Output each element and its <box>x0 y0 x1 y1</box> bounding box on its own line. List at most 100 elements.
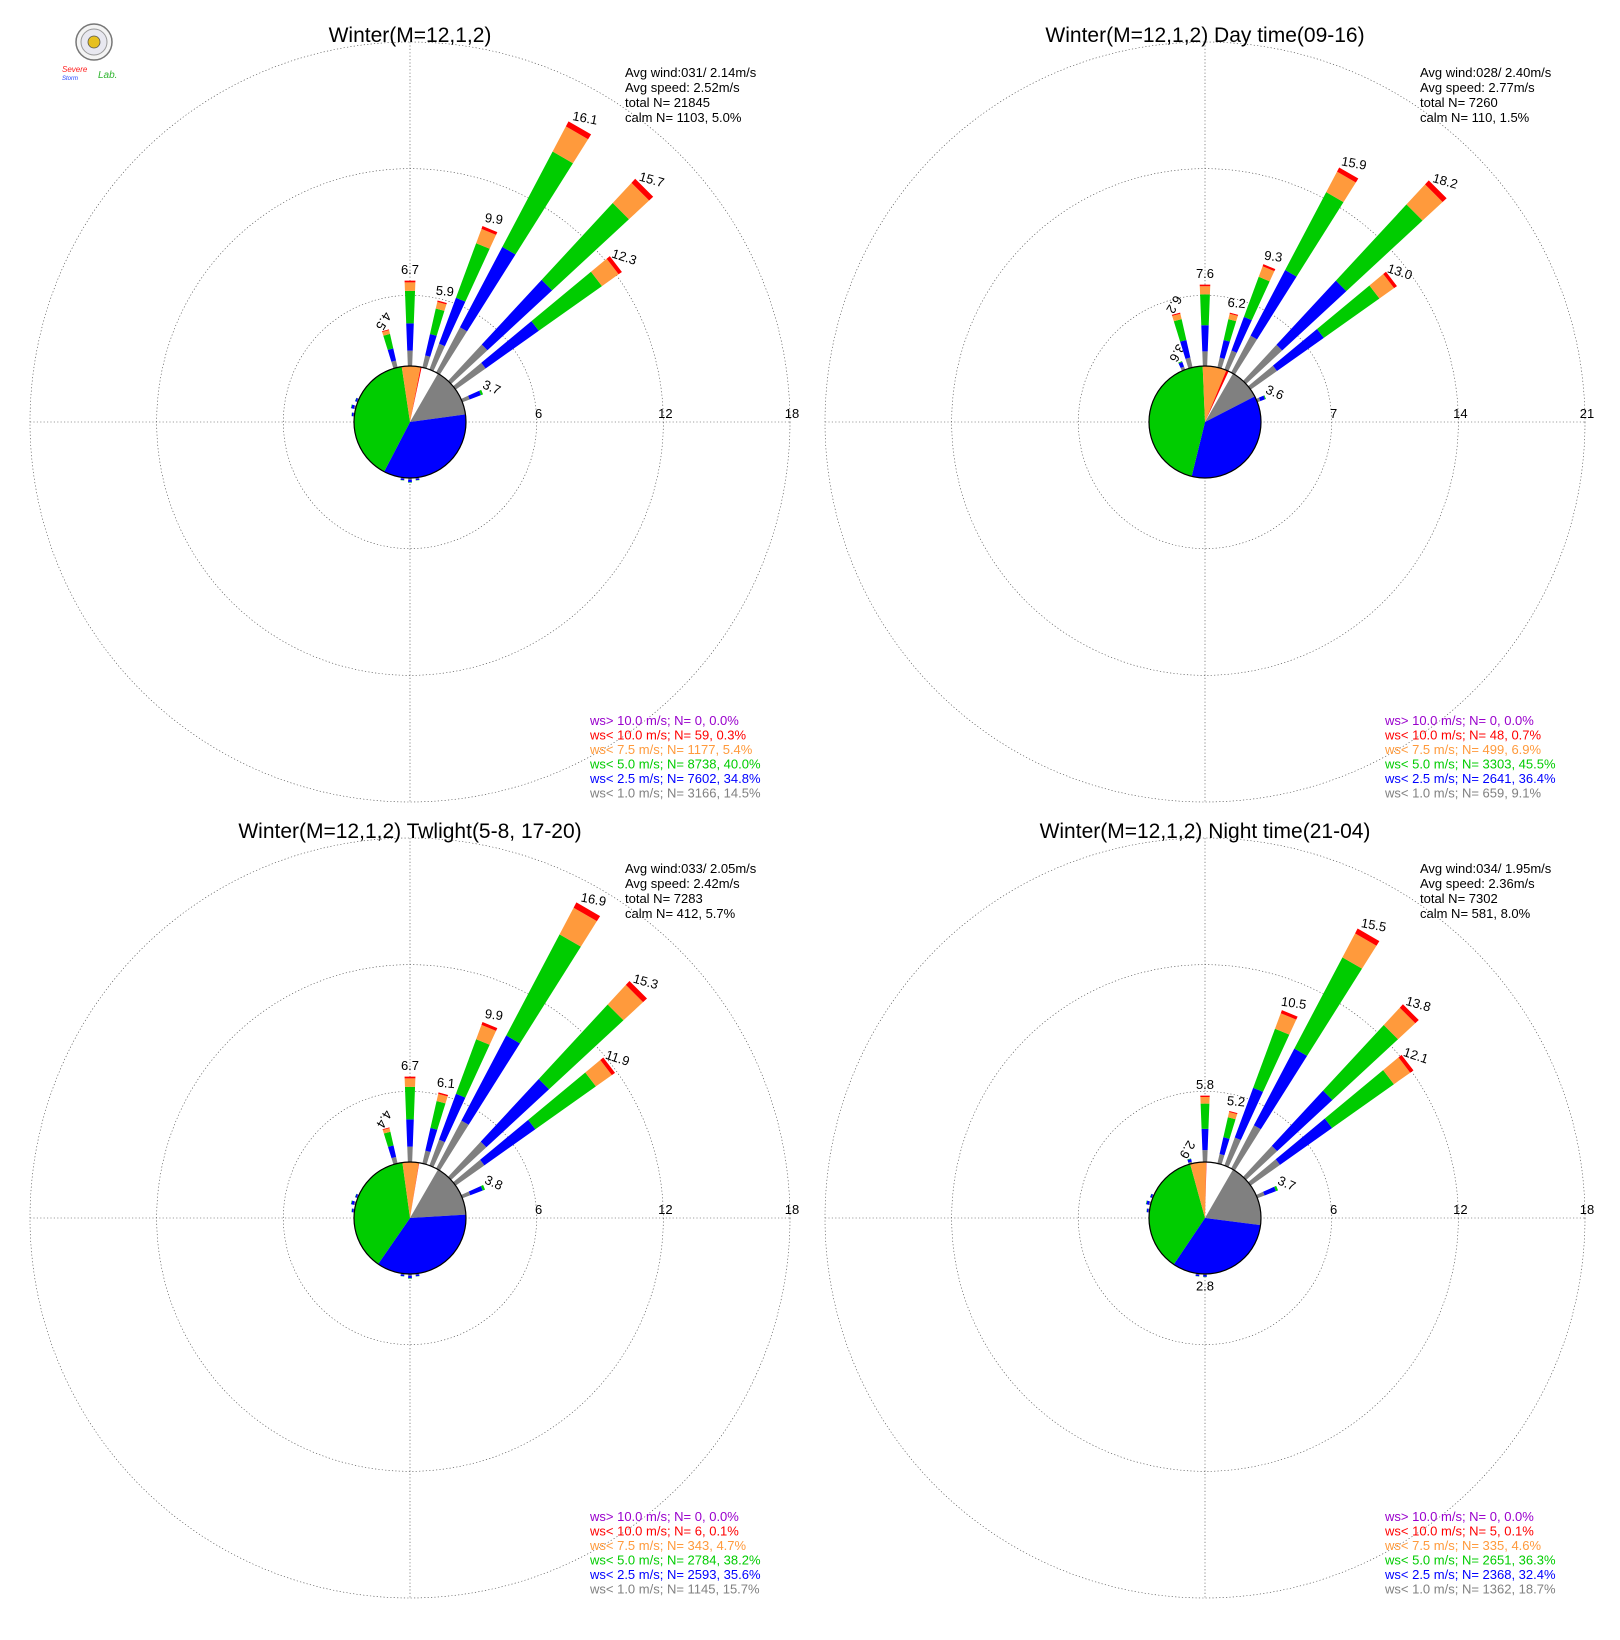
petal-label: 6.7 <box>401 1058 419 1073</box>
petal-segment <box>559 907 597 947</box>
petal-label: 16.9 <box>580 890 608 909</box>
legend-entry: ws< 10.0 m/s; N= 59, 0.3% <box>589 728 747 743</box>
ring-3 <box>29 41 791 803</box>
petal-segment <box>468 1185 483 1196</box>
wind-rose-panel-3: 6 12 18 Winter(M=12,1,2) Twlight(5-8, 17-20… <box>29 820 799 1599</box>
petal-segment <box>448 1141 487 1180</box>
stats-line: Avg speed: 2.52m/s <box>625 80 740 95</box>
petal-segment <box>1369 274 1395 299</box>
petal-segment <box>1171 312 1181 316</box>
ring-tick-label: 18 <box>785 406 799 421</box>
ring-tick-label: 18 <box>1580 1202 1594 1217</box>
wind-rose-panel-1: 6 12 18 Winter(M=12,1,2) Avg wind:031/ 2.14m… <box>29 24 799 803</box>
wind-rose-panel-4: 6 12 18 Winter(M=12,1,2) Night time(21-04) A… <box>824 820 1594 1599</box>
petal-label: 9.3 <box>1263 248 1283 265</box>
petal-segment <box>422 1150 431 1165</box>
petal-segment <box>481 225 498 235</box>
petal-segment <box>1185 357 1193 369</box>
petal-label: 7.6 <box>1196 266 1214 281</box>
petal-segment <box>436 1093 448 1104</box>
pie-outline <box>1148 1161 1262 1275</box>
petal-label: 15.9 <box>1340 153 1368 172</box>
petal-segment <box>1202 351 1208 367</box>
petal-segment <box>480 1184 486 1191</box>
petal-segment <box>1224 1137 1241 1168</box>
stats-line: Avg wind:031/ 2.14m/s <box>625 65 757 80</box>
legend-entry: ws< 7.5 m/s; N= 335, 4.6% <box>1384 1538 1542 1553</box>
petal-label: 9.9 <box>484 1006 504 1023</box>
pie-slice <box>1202 366 1227 422</box>
petal-label: 6.2 <box>1163 293 1185 316</box>
petal-segment <box>408 479 412 483</box>
petal-segment <box>422 355 431 369</box>
petal-segment <box>406 323 414 351</box>
ring-tick-label: 18 <box>785 1202 799 1217</box>
petal-segment <box>1342 933 1377 969</box>
petal-segment <box>1201 1128 1209 1151</box>
petal-label: 6.2 <box>1227 295 1246 312</box>
petal-segment <box>1280 1010 1298 1020</box>
petal-segment <box>387 1145 397 1159</box>
petal-segment <box>453 1159 485 1186</box>
petal-segment <box>1271 1090 1333 1152</box>
petal-segment <box>430 1100 446 1130</box>
ring-3 <box>29 837 791 1599</box>
legend-entry: ws> 10.0 m/s; N= 0, 0.0% <box>589 1509 739 1524</box>
petal-segment <box>425 333 437 357</box>
legend-entry: ws< 2.5 m/s; N= 2641, 36.4% <box>1384 771 1556 786</box>
petal-segment <box>480 1078 550 1148</box>
petal-segment <box>476 228 497 249</box>
petal-segment <box>1172 313 1182 322</box>
stats-line: total N= 7302 <box>1420 891 1498 906</box>
petal-segment <box>1399 1004 1419 1024</box>
petal-segment <box>1227 1111 1238 1120</box>
petal-segment <box>350 404 353 409</box>
petal-segment <box>350 1200 353 1205</box>
petal-segment <box>1243 276 1270 321</box>
petal-segment <box>1223 319 1237 342</box>
petal-label: 18.2 <box>1431 170 1459 191</box>
pie-slice <box>353 1162 410 1265</box>
petal-segment <box>1406 184 1443 221</box>
pie-slice <box>354 366 410 472</box>
severe-storm-lab-logo: Severe Storm Lab. <box>48 22 148 84</box>
petal-segment <box>455 243 490 302</box>
stats-line: Avg wind:034/ 1.95m/s <box>1420 861 1552 876</box>
petal-segment <box>1195 1275 1200 1277</box>
pie-slice <box>1173 1218 1261 1275</box>
petal-segment <box>461 1191 471 1199</box>
pie-outline <box>353 1161 467 1275</box>
petal-segment <box>552 126 589 164</box>
petal-segment <box>1200 1095 1210 1097</box>
petal-segment <box>1324 1070 1394 1129</box>
stats-line: Avg speed: 2.36m/s <box>1420 876 1535 891</box>
petal-label: 11.9 <box>604 1047 632 1069</box>
pie-slice <box>410 1162 420 1218</box>
petal-segment <box>481 321 539 369</box>
legend-entry: ws< 10.0 m/s; N= 5, 0.1% <box>1384 1524 1534 1539</box>
pie-slice <box>402 1162 419 1218</box>
petal-label: 6.1 <box>436 1075 455 1092</box>
petal-segment <box>565 121 592 140</box>
petal-segment <box>1223 1117 1236 1139</box>
petal-segment <box>607 984 644 1021</box>
petal-segment <box>479 389 484 396</box>
petal-label: 3.7 <box>481 377 504 398</box>
petal-segment <box>573 902 601 922</box>
petal-segment <box>1146 1200 1150 1205</box>
petal-segment <box>1355 928 1380 946</box>
petal-segment <box>1262 264 1276 272</box>
petal-segment <box>404 290 416 324</box>
stats-line: calm N= 581, 8.0% <box>1420 906 1531 921</box>
petal-segment <box>1294 957 1363 1056</box>
chart-title: Winter(M=12,1,2) Day time(09-16) <box>1045 24 1364 47</box>
petal-segment <box>404 1086 416 1120</box>
petal-segment <box>1229 312 1239 316</box>
petal-segment <box>400 1274 405 1277</box>
petal-segment <box>453 362 486 390</box>
petal-segment <box>435 301 447 311</box>
petal-segment <box>381 329 390 332</box>
petal-segment <box>1199 284 1211 287</box>
petal-segment <box>383 333 394 350</box>
petal-segment <box>1150 1193 1154 1198</box>
